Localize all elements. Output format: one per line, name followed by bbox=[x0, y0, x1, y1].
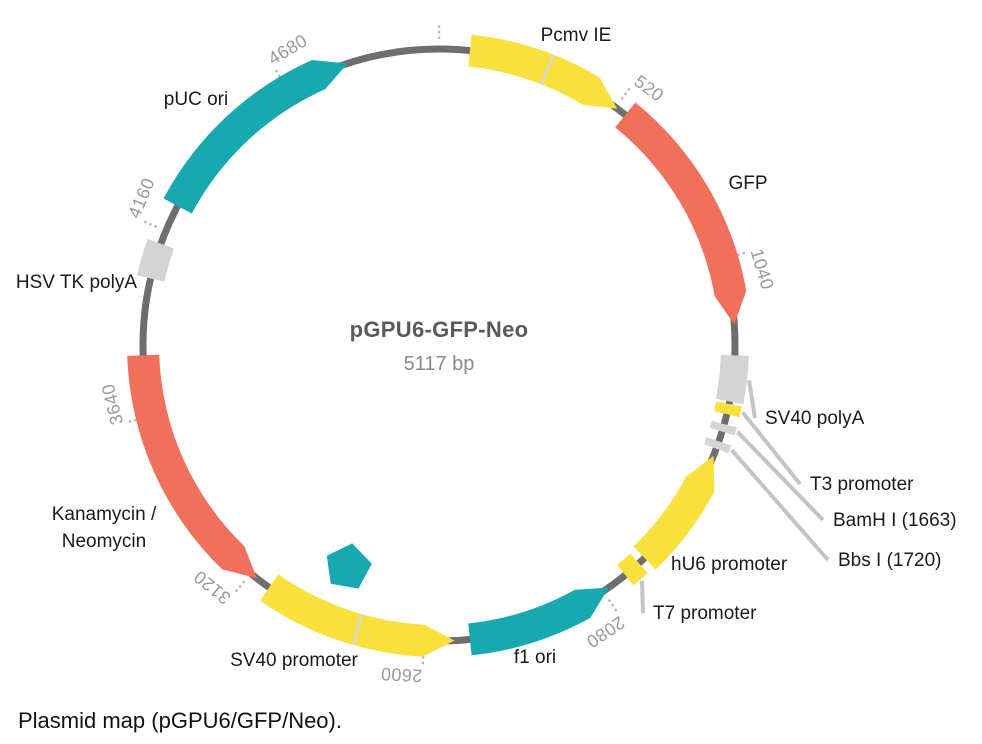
feature-hu6-promoter[interactable] bbox=[633, 455, 715, 570]
feature-t3-promoter[interactable] bbox=[714, 401, 742, 418]
leader-line-bbs-i-1720 bbox=[730, 448, 830, 562]
tick-dash bbox=[620, 85, 632, 101]
feature-label-t3-promoter: T3 promoter bbox=[810, 474, 914, 495]
feature-kanamycin-neomycin[interactable] bbox=[127, 354, 257, 579]
tick-label: 4680 bbox=[265, 30, 311, 68]
tick-label: 3640 bbox=[98, 382, 127, 427]
feature-hsv-tk-polya[interactable] bbox=[136, 238, 175, 282]
feature-label-t7-promoter: T7 promoter bbox=[653, 603, 757, 624]
feature-label-hu6-promoter: hU6 promoter bbox=[671, 554, 788, 575]
tick-label: 3120 bbox=[190, 566, 235, 608]
tick-label: 4160 bbox=[124, 175, 159, 221]
leader-line-sv40-polya bbox=[747, 380, 757, 419]
tick-mark: 2600 bbox=[380, 650, 425, 686]
feature-label-pcmv-ie: Pcmv IE bbox=[541, 25, 612, 46]
tick-label: 1040 bbox=[747, 246, 778, 292]
tick-dash bbox=[233, 580, 246, 595]
plasmid-center-title: pGPU6-GFP-Neo bbox=[350, 317, 529, 342]
feature-f1-ori[interactable] bbox=[468, 587, 609, 656]
feature-label-f1-ori: f1 ori bbox=[514, 647, 556, 668]
feature-puc-ori[interactable] bbox=[163, 59, 348, 214]
feature-bbs-i-1720[interactable] bbox=[704, 437, 732, 454]
leader-line-t3-promoter bbox=[741, 411, 802, 486]
feature-label-sv40-polya: SV40 polyA bbox=[765, 408, 865, 429]
feature-bamh-i-1663[interactable] bbox=[709, 420, 737, 436]
tick-dash bbox=[141, 219, 158, 229]
tick-dash bbox=[126, 417, 143, 424]
feature-label-kanamycin-neomycin: Kanamycin / bbox=[52, 504, 157, 525]
feature-label-gfp: GFP bbox=[728, 173, 767, 194]
tick-mark: 4160 bbox=[124, 175, 159, 229]
feature-label-kanamycin-neomycin: Neomycin bbox=[62, 531, 146, 552]
feature-label-bbs-i-1720: Bbs I (1720) bbox=[838, 550, 942, 571]
feature-label-hsv-tk-polya: HSV TK polyA bbox=[16, 272, 137, 293]
feature-label-sv40-promoter: SV40 promoter bbox=[230, 650, 358, 671]
tick-label: 2600 bbox=[380, 664, 423, 686]
features-group bbox=[127, 34, 749, 657]
tick-dash bbox=[273, 67, 284, 83]
tick-dash bbox=[607, 598, 619, 614]
tick-label: 520 bbox=[631, 71, 668, 106]
feature-pcmv-ie[interactable] bbox=[468, 34, 618, 109]
feature-labels-group: Pcmv IE GFP SV40 polyA T3 promoter BamH I (1… bbox=[16, 25, 957, 671]
feature-t7-promoter[interactable] bbox=[617, 553, 648, 586]
feature-inner-pentagon-marker[interactable] bbox=[326, 543, 372, 589]
tick-mark: 520 bbox=[620, 71, 668, 106]
leader-line-t7-promoter bbox=[640, 580, 645, 614]
leader-line-bamh-i-1663 bbox=[736, 430, 825, 522]
leader-lines-group bbox=[640, 380, 830, 614]
feature-label-bamh-i-1663: BamH I (1663) bbox=[833, 510, 957, 531]
tick-dash bbox=[421, 650, 425, 667]
feature-sv40-promoter[interactable] bbox=[260, 574, 455, 657]
figure-caption: Plasmid map (pGPU6/GFP/Neo). bbox=[18, 708, 342, 733]
tick-dash bbox=[731, 250, 748, 258]
feature-label-puc-ori: pUC ori bbox=[164, 89, 228, 110]
feature-divider bbox=[540, 54, 555, 85]
feature-gfp[interactable] bbox=[615, 102, 747, 325]
plasmid-center-subtitle: 5117 bp bbox=[404, 353, 475, 375]
feature-divider bbox=[351, 613, 364, 646]
feature-sv40-polya[interactable] bbox=[715, 354, 749, 405]
